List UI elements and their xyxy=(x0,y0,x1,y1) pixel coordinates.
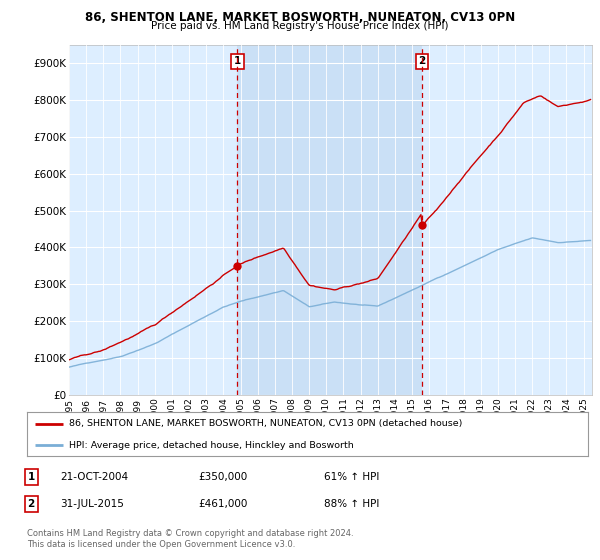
Bar xyxy=(237,45,422,395)
Text: HPI: Average price, detached house, Hinckley and Bosworth: HPI: Average price, detached house, Hinc… xyxy=(69,441,354,450)
Text: 1: 1 xyxy=(28,472,35,482)
Text: £350,000: £350,000 xyxy=(198,472,247,482)
Text: 2: 2 xyxy=(28,499,35,509)
Text: 86, SHENTON LANE, MARKET BOSWORTH, NUNEATON, CV13 0PN: 86, SHENTON LANE, MARKET BOSWORTH, NUNEA… xyxy=(85,11,515,24)
Text: Contains HM Land Registry data © Crown copyright and database right 2024.
This d: Contains HM Land Registry data © Crown c… xyxy=(27,529,353,549)
Text: 21-OCT-2004: 21-OCT-2004 xyxy=(60,472,128,482)
Text: 88% ↑ HPI: 88% ↑ HPI xyxy=(324,499,379,509)
Text: 2: 2 xyxy=(418,57,425,67)
Text: 31-JUL-2015: 31-JUL-2015 xyxy=(60,499,124,509)
Text: £461,000: £461,000 xyxy=(198,499,247,509)
Text: Price paid vs. HM Land Registry's House Price Index (HPI): Price paid vs. HM Land Registry's House … xyxy=(151,21,449,31)
Text: 86, SHENTON LANE, MARKET BOSWORTH, NUNEATON, CV13 0PN (detached house): 86, SHENTON LANE, MARKET BOSWORTH, NUNEA… xyxy=(69,419,463,428)
Text: 1: 1 xyxy=(233,57,241,67)
Text: 61% ↑ HPI: 61% ↑ HPI xyxy=(324,472,379,482)
